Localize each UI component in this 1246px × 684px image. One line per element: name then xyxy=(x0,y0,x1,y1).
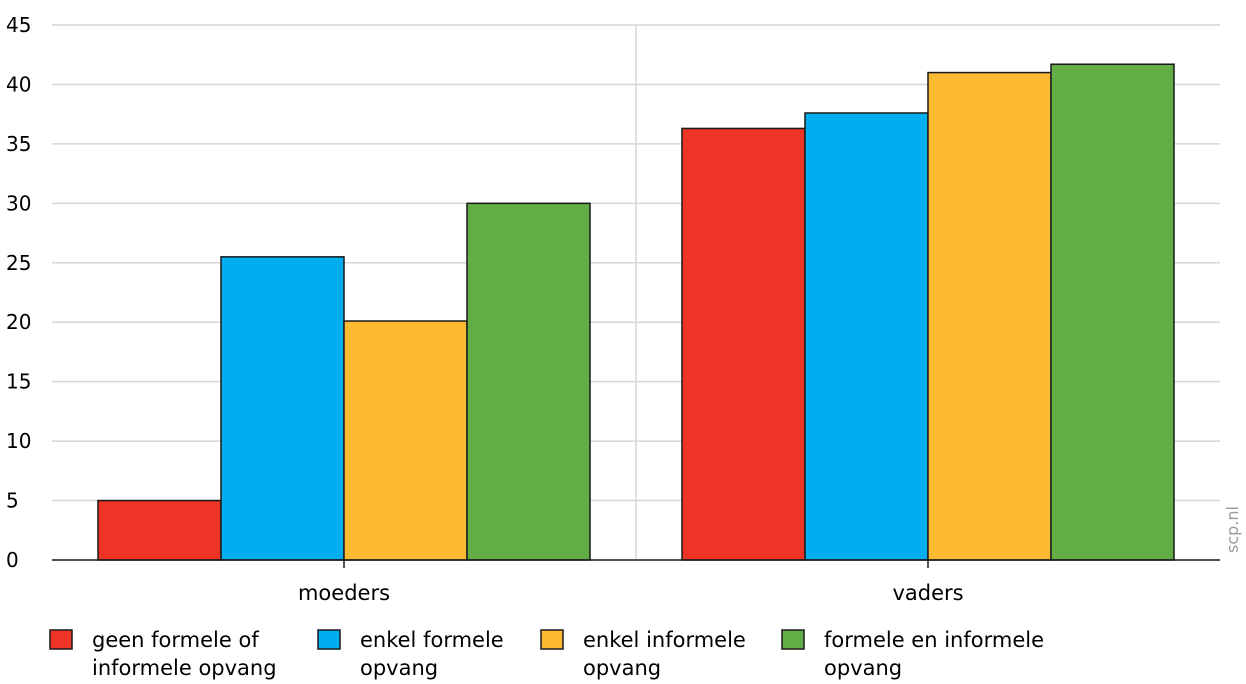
legend-label: geen formele of informele opvang xyxy=(92,628,277,680)
y-tick-label: 35 xyxy=(6,132,31,156)
bar-vaders-1 xyxy=(681,127,806,561)
legend-label: enkel informele opvang xyxy=(583,628,746,680)
legend-item-3: enkel informele opvang xyxy=(540,628,746,680)
legend-swatch xyxy=(49,629,73,650)
y-tick-label: 40 xyxy=(6,72,31,96)
legend-item-1: geen formele of informele opvang xyxy=(49,628,277,680)
y-tick-label: 10 xyxy=(6,429,31,453)
legend-item-4: formele en informele opvang xyxy=(781,628,1044,680)
y-tick-label: 45 xyxy=(6,13,31,37)
legend-label: formele en informele opvang xyxy=(824,628,1044,680)
legend-swatch xyxy=(781,629,805,650)
x-tick-label: moeders xyxy=(298,581,390,605)
y-tick-label: 0 xyxy=(6,548,19,572)
source-credit: scp.nl xyxy=(1223,506,1242,553)
bar-moeders-2 xyxy=(220,256,345,561)
y-tick-label: 30 xyxy=(6,191,31,215)
y-axis-tick-labels: 0 5 10 15 20 25 30 35 40 45 xyxy=(6,13,31,572)
bar-moeders-4 xyxy=(466,202,591,561)
legend-item-2: enkel formele opvang xyxy=(317,628,504,680)
y-tick-label: 25 xyxy=(6,251,31,275)
bar-vaders-3 xyxy=(927,71,1052,561)
bar-moeders-1 xyxy=(97,499,222,561)
y-tick-label: 5 xyxy=(6,489,19,513)
bar-moeders-3 xyxy=(343,320,468,561)
y-tick-label: 15 xyxy=(6,370,31,394)
bar-vaders-2 xyxy=(804,112,929,561)
legend: geen formele of informele opvang enkel for… xyxy=(49,628,1044,680)
bar-vaders-4 xyxy=(1050,63,1175,561)
legend-swatch xyxy=(540,629,564,650)
x-tick-label: vaders xyxy=(892,581,963,605)
legend-label: enkel formele opvang xyxy=(360,628,504,680)
legend-swatch xyxy=(317,629,341,650)
x-axis: moeders vaders xyxy=(52,559,1220,605)
y-tick-label: 20 xyxy=(6,310,31,334)
